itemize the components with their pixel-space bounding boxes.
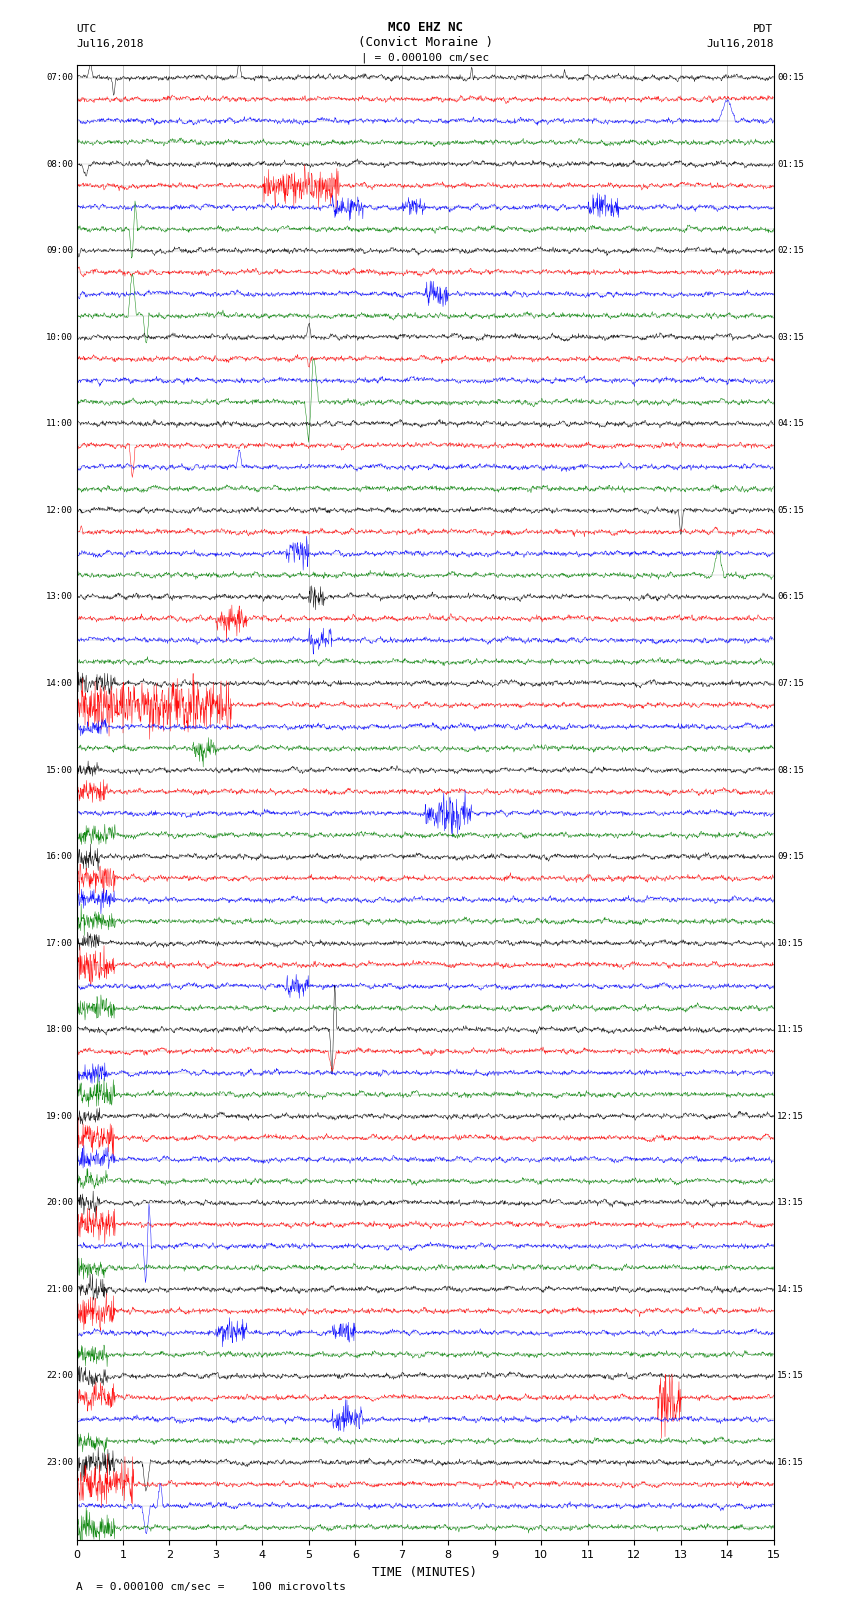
- Text: 13:15: 13:15: [777, 1198, 804, 1207]
- Text: 03:15: 03:15: [777, 332, 804, 342]
- Text: 10:15: 10:15: [777, 939, 804, 947]
- Text: 01:15: 01:15: [777, 160, 804, 169]
- Text: UTC: UTC: [76, 24, 97, 34]
- Text: 12:15: 12:15: [777, 1111, 804, 1121]
- Text: (Convict Moraine ): (Convict Moraine ): [358, 35, 492, 50]
- Text: 10:00: 10:00: [46, 332, 73, 342]
- Text: A  = 0.000100 cm/sec =    100 microvolts: A = 0.000100 cm/sec = 100 microvolts: [76, 1582, 347, 1592]
- Text: 23:00: 23:00: [46, 1458, 73, 1466]
- Text: PDT: PDT: [753, 24, 774, 34]
- Text: 08:00: 08:00: [46, 160, 73, 169]
- Text: 19:00: 19:00: [46, 1111, 73, 1121]
- Text: MCO EHZ NC: MCO EHZ NC: [388, 21, 462, 34]
- Text: | = 0.000100 cm/sec: | = 0.000100 cm/sec: [361, 53, 489, 63]
- Text: 02:15: 02:15: [777, 247, 804, 255]
- Text: 06:15: 06:15: [777, 592, 804, 602]
- Text: 11:00: 11:00: [46, 419, 73, 429]
- Text: 05:15: 05:15: [777, 506, 804, 515]
- Text: 15:15: 15:15: [777, 1371, 804, 1381]
- Text: 18:00: 18:00: [46, 1026, 73, 1034]
- Text: 22:00: 22:00: [46, 1371, 73, 1381]
- Text: 08:15: 08:15: [777, 766, 804, 774]
- Text: 12:00: 12:00: [46, 506, 73, 515]
- Text: 16:00: 16:00: [46, 852, 73, 861]
- Text: 09:00: 09:00: [46, 247, 73, 255]
- X-axis label: TIME (MINUTES): TIME (MINUTES): [372, 1566, 478, 1579]
- Text: 20:00: 20:00: [46, 1198, 73, 1207]
- Text: 21:00: 21:00: [46, 1286, 73, 1294]
- Text: 13:00: 13:00: [46, 592, 73, 602]
- Text: Jul16,2018: Jul16,2018: [706, 39, 774, 50]
- Text: 00:15: 00:15: [777, 73, 804, 82]
- Text: 04:15: 04:15: [777, 419, 804, 429]
- Text: Jul16,2018: Jul16,2018: [76, 39, 144, 50]
- Text: 14:00: 14:00: [46, 679, 73, 687]
- Text: 07:00: 07:00: [46, 73, 73, 82]
- Text: 11:15: 11:15: [777, 1026, 804, 1034]
- Text: 07:15: 07:15: [777, 679, 804, 687]
- Text: 14:15: 14:15: [777, 1286, 804, 1294]
- Text: 16:15: 16:15: [777, 1458, 804, 1466]
- Text: 17:00: 17:00: [46, 939, 73, 947]
- Text: 09:15: 09:15: [777, 852, 804, 861]
- Text: 15:00: 15:00: [46, 766, 73, 774]
